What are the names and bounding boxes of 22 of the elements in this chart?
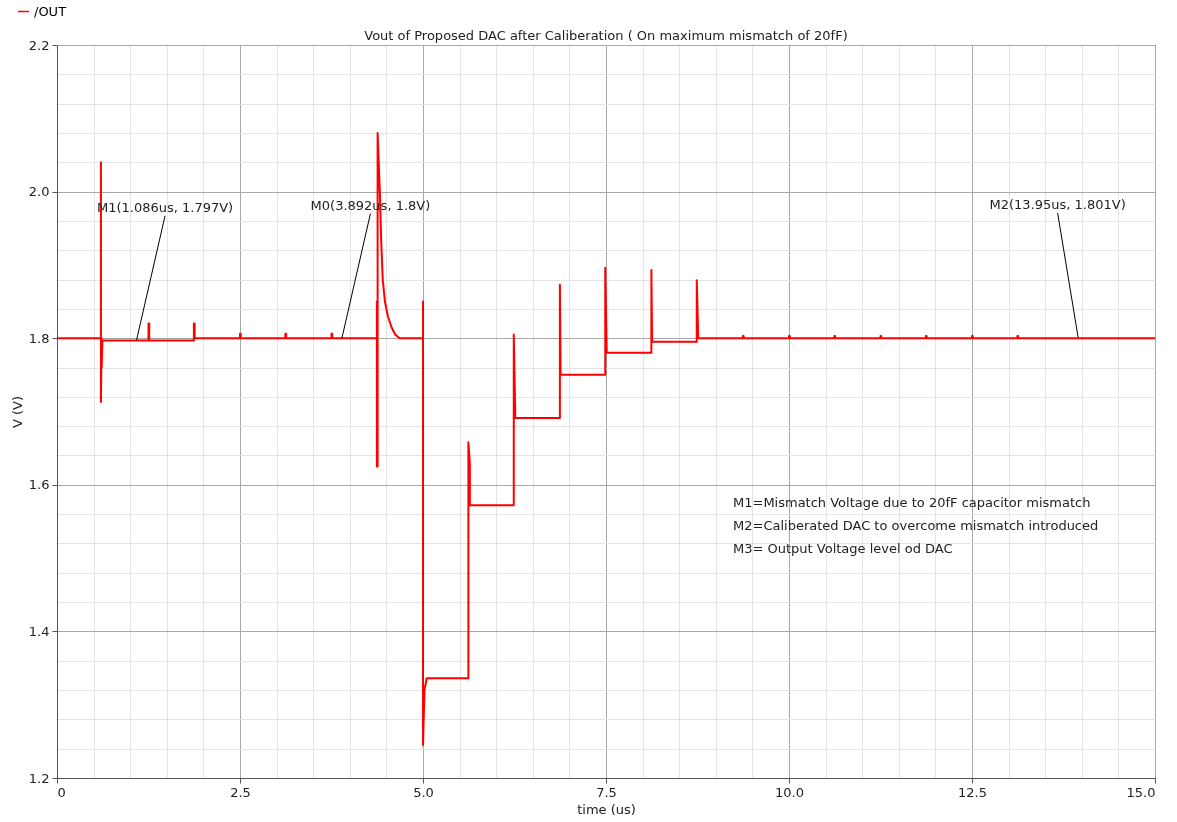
x-tick-label: 2.5: [230, 784, 251, 800]
annotation: M2=Caliberated DAC to overcome mismatch introduced: [733, 518, 1099, 533]
y-tick-label: 1.8: [28, 330, 50, 346]
annotation: M3= Output Voltage level od DAC: [733, 541, 953, 556]
x-tick-label: 0: [57, 784, 66, 800]
x-tick-label: 10.0: [775, 784, 804, 800]
x-tick-label: 12.5: [958, 784, 987, 800]
y-tick-label: 2.2: [28, 37, 50, 53]
x-tick-label: 5.0: [413, 784, 434, 800]
y-axis-title: V (V): [9, 395, 25, 429]
chart-title: Vout of Proposed DAC after Caliberation ( On maximum mismatch of 20fF): [364, 28, 848, 43]
x-tick-label: 15.0: [1126, 784, 1156, 800]
x-axis-title: time (us): [577, 801, 636, 817]
legend-label: /OUT: [34, 3, 67, 19]
y-tick-label: 1.6: [28, 477, 50, 493]
y-tick-label: 1.4: [28, 623, 50, 639]
x-tick-label: 7.5: [596, 784, 617, 800]
y-tick-label: 2.0: [28, 184, 50, 200]
y-tick-label: 1.2: [28, 770, 50, 786]
line-series: [57, 131, 1155, 747]
annotation: M1=Mismatch Voltage due to 20fF capacitor mismatch: [733, 495, 1091, 510]
annotation: M2(13.95us, 1.801V): [989, 196, 1126, 212]
